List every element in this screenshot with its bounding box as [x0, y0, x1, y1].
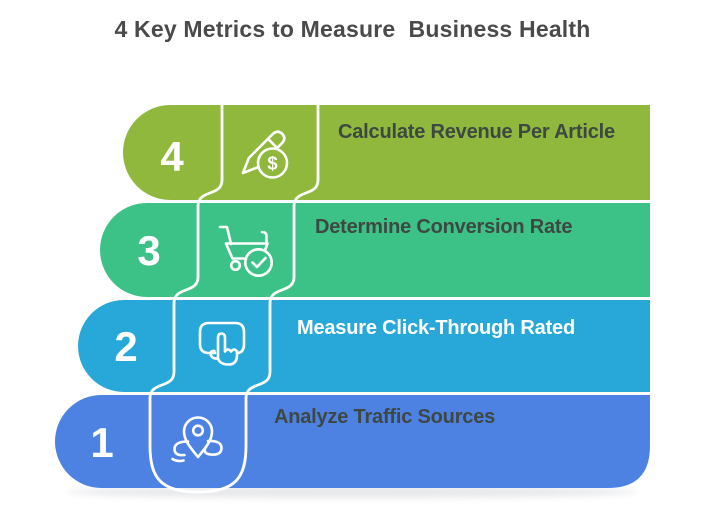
pen-body [241, 130, 286, 175]
step-number-4: 4 [160, 133, 184, 180]
bottom-shadow [67, 486, 637, 498]
pin-dot [191, 424, 205, 437]
check-badge [244, 248, 274, 278]
route-dash [171, 457, 185, 463]
cart-wheel [229, 259, 242, 272]
tap-hand [209, 348, 239, 366]
step-number-1: 1 [90, 419, 114, 466]
step-label-1: Analyze Traffic Sources [274, 406, 496, 428]
divider-ribbon-curves [148, 103, 320, 494]
cart-lip [260, 230, 268, 245]
dollar-glyph: $ [267, 153, 278, 174]
step-label-3: Determine Conversion Rate [315, 216, 573, 238]
tap-finger [216, 332, 227, 359]
page-title: 4 Key Metrics to Measure Business Health [114, 16, 591, 42]
step-number-2: 2 [114, 323, 138, 370]
pen-cap-band [266, 137, 279, 150]
tap-pad [198, 321, 246, 355]
route-loop-right [203, 439, 223, 456]
step-label-2: Measure Click-Through Rated [297, 317, 575, 339]
step-number-3: 3 [137, 227, 161, 274]
cart-handle [218, 225, 233, 246]
row-shape-step4 [123, 105, 650, 200]
step-label-4: Calculate Revenue Per Article [338, 121, 615, 143]
pen-dollar-icon: $ [241, 130, 289, 179]
tap-click-icon [198, 321, 246, 366]
row-shape-step3 [100, 203, 650, 297]
row-shape-step2 [78, 300, 651, 392]
cart-check-icon [218, 225, 274, 278]
dollar-coin [256, 147, 289, 179]
location-pin-icon [171, 416, 223, 463]
check-mark [251, 256, 267, 269]
route-loop-left [173, 440, 190, 457]
